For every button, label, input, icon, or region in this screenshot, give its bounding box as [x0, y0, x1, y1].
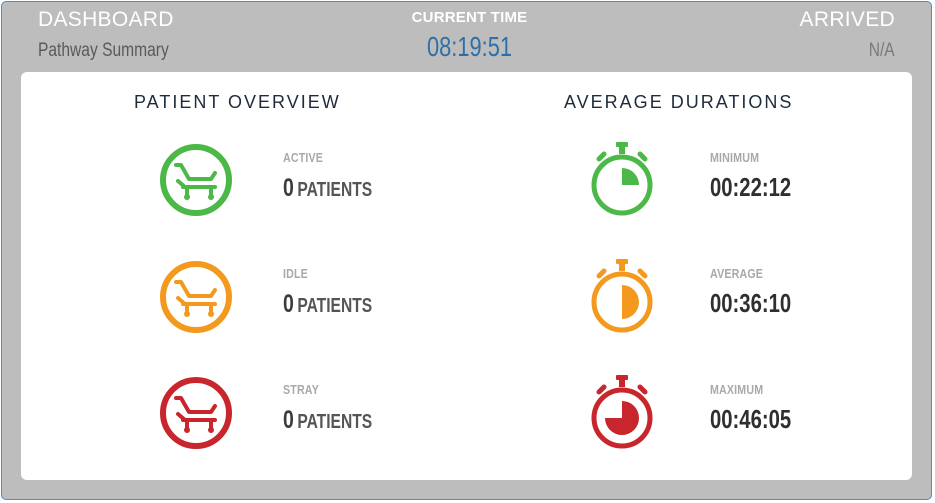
maximum-label: MAXIMUM: [710, 382, 764, 397]
stopwatch-icon: [591, 259, 653, 333]
bed-icon: [160, 377, 232, 449]
stray-count-unit: PATIENTS: [297, 411, 373, 433]
bed-icon: [160, 144, 232, 216]
stray-count: 0 PATIENTS: [283, 406, 372, 435]
average-duration: 00:36:10: [710, 288, 792, 318]
active-count-unit: PATIENTS: [297, 179, 373, 201]
active-count: 0 PATIENTS: [283, 174, 372, 203]
pathway-subtitle: Pathway Summary: [38, 40, 169, 61]
current-time-label: CURRENT TIME: [411, 9, 528, 26]
average-durations-title: AVERAGE DURATIONS: [564, 92, 794, 112]
active-label: ACTIVE: [283, 150, 324, 165]
maximum-duration: 00:46:05: [710, 404, 792, 434]
average-label: AVERAGE: [710, 266, 764, 281]
active-count-number: 0: [283, 174, 294, 202]
minimum-duration: 00:22:12: [710, 172, 792, 202]
stray-label: STRAY: [283, 382, 319, 397]
dashboard-title: DASHBOARD: [38, 8, 174, 31]
stopwatch-icon: [591, 375, 653, 449]
patient-overview-title: PATIENT OVERVIEW: [134, 92, 341, 112]
idle-label: IDLE: [283, 266, 308, 281]
arrived-label: ARRIVED: [799, 8, 895, 31]
bed-icon: [160, 261, 232, 333]
idle-count: 0 PATIENTS: [283, 290, 372, 319]
idle-count-number: 0: [283, 290, 294, 318]
summary-panel: PATIENT OVERVIEW AVERAGE DURATIONS ACTIV…: [21, 72, 912, 480]
stray-count-number: 0: [283, 406, 294, 434]
arrived-value: N/A: [869, 40, 895, 61]
minimum-label: MINIMUM: [710, 150, 760, 165]
current-time-value: 08:19:51: [426, 31, 513, 62]
idle-count-unit: PATIENTS: [297, 295, 373, 317]
stopwatch-icon: [591, 142, 653, 216]
